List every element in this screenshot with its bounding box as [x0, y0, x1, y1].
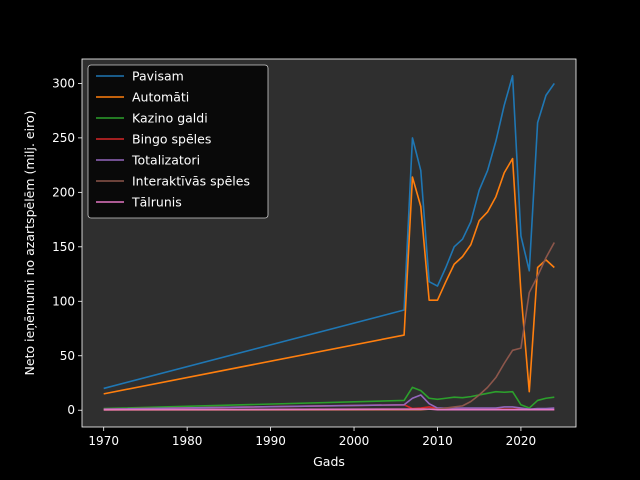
y-axis: 0 50 100 150 200 250 300: [52, 76, 82, 417]
y-tick-label: 200: [52, 185, 75, 199]
series-lines: [103, 74, 556, 412]
series-line-7: [103, 408, 555, 411]
legend-label: Pavisam: [132, 69, 184, 84]
legend: Pavisam Automāti Kazino galdi Bingo spēles T…: [87, 64, 269, 219]
x-axis-label: Gads: [313, 454, 345, 469]
series-line-1: [103, 74, 555, 390]
legend-label: Bingo spēles: [132, 132, 211, 147]
legend-label: Tālrunis: [131, 195, 182, 210]
series-line-2: [103, 157, 555, 395]
y-tick-label: 100: [52, 294, 75, 308]
x-tick-label: 1970: [88, 434, 119, 448]
series-line-3: [103, 386, 555, 410]
legend-label: Automāti: [132, 90, 189, 105]
y-tick-label: 300: [52, 76, 75, 90]
legend-box: [87, 64, 269, 219]
series-line-6: [103, 242, 556, 412]
legend-label: Totalizatori: [131, 153, 200, 168]
y-axis-label: Neto ieņēmumi no azartspēlēm (milj. eiro…: [22, 111, 37, 376]
x-tick-label: 2010: [422, 434, 453, 448]
legend-label: Kazino galdi: [132, 111, 208, 126]
y-tick-label: 0: [67, 403, 75, 417]
x-tick-label: 1990: [255, 434, 286, 448]
x-tick-label: 1980: [172, 434, 203, 448]
y-tick-label: 250: [52, 131, 75, 145]
x-axis: 1970 1980 1990 2000 2010 2020: [88, 427, 536, 448]
x-tick-label: 2000: [339, 434, 370, 448]
x-tick-label: 2020: [506, 434, 537, 448]
plot-frame: [81, 58, 577, 428]
y-tick-label: 150: [52, 240, 75, 254]
y-tick-label: 50: [60, 349, 75, 363]
legend-label: Interaktīvās spēles: [132, 174, 250, 189]
